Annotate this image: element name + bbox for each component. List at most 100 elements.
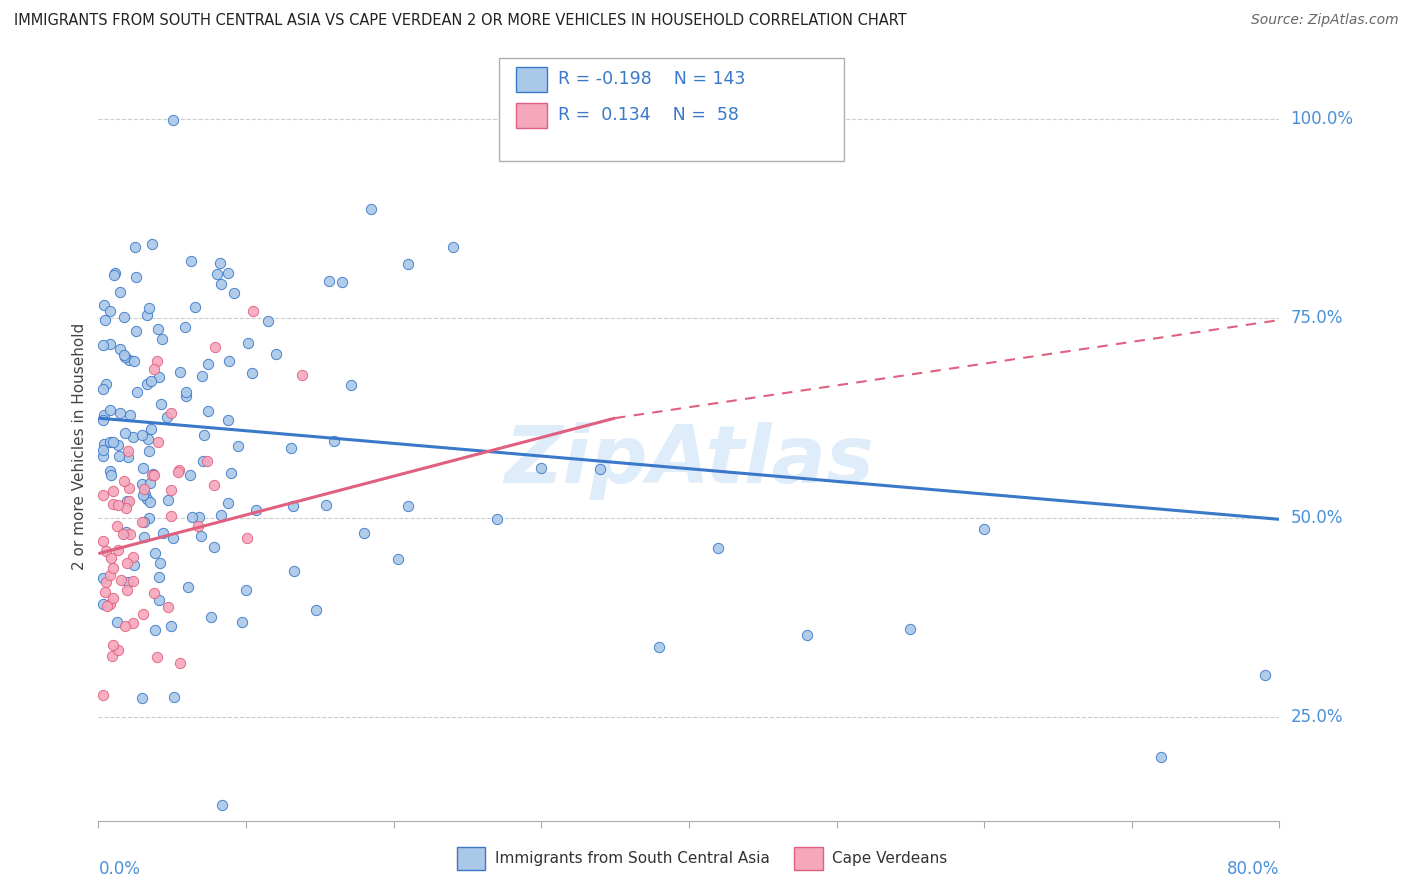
Point [108,406,131,420]
Point [200,610,222,624]
Point [111,527,134,541]
Point [142,586,165,600]
Text: 100.0%: 100.0% [1291,111,1354,128]
Point [160,483,183,497]
Point [91,597,114,611]
Point [91,338,114,352]
Point [208,256,231,270]
Point [94,585,117,599]
Point [174,320,197,334]
Point [100,598,122,612]
Text: ZipAtlas: ZipAtlas [503,422,875,500]
Point [114,350,136,364]
Point [235,582,257,597]
Point [245,503,267,517]
Point [441,240,464,254]
Point [117,494,139,508]
Point [117,574,139,589]
Point [100,467,122,482]
Point [143,467,166,482]
Point [142,467,165,481]
Point [146,353,169,368]
Point [125,325,148,339]
Point [162,113,184,128]
Point [190,529,212,543]
Point [197,357,219,371]
Point [132,488,155,502]
Point [101,434,124,449]
Point [174,389,197,403]
Point [114,500,136,515]
Point [132,531,155,545]
Point [900,622,922,636]
Point [101,560,124,574]
Point [190,368,212,383]
Point [191,454,214,468]
Point [94,544,117,558]
Point [101,638,124,652]
Text: R =  0.134    N =  58: R = 0.134 N = 58 [558,106,740,124]
Text: Immigrants from South Central Asia: Immigrants from South Central Asia [495,851,770,865]
Point [134,486,156,500]
Point [136,433,159,447]
Point [93,437,115,451]
Point [242,304,264,318]
Point [124,240,146,254]
Point [115,525,138,540]
Point [648,640,671,655]
Point [707,541,730,555]
Point [169,656,191,670]
Text: R = -0.198    N = 143: R = -0.198 N = 143 [558,70,745,88]
Point [160,619,183,633]
Point [150,397,173,411]
Point [114,426,136,441]
Point [134,482,156,496]
Point [107,498,129,512]
Point [98,464,121,478]
Point [96,574,118,589]
Point [118,353,141,368]
Point [217,413,239,427]
Point [148,322,170,336]
Point [108,449,131,463]
Text: 0.0%: 0.0% [98,860,141,878]
Point [180,510,202,524]
Point [353,526,375,541]
Point [98,435,121,450]
Point [91,382,114,396]
Point [179,468,201,483]
Point [93,297,115,311]
Point [91,534,114,549]
Text: Cape Verdeans: Cape Verdeans [832,851,948,865]
Point [360,202,382,217]
Point [114,619,136,633]
Text: 25.0%: 25.0% [1291,708,1343,726]
Point [107,643,129,657]
Point [131,477,153,491]
Point [138,444,160,458]
Point [197,403,219,417]
Point [135,377,157,392]
Point [112,310,135,324]
Point [108,285,131,299]
Text: 50.0%: 50.0% [1291,508,1343,527]
Point [118,493,141,508]
Point [195,453,218,467]
Text: 80.0%: 80.0% [1227,860,1279,878]
Point [283,499,305,513]
Point [112,474,135,488]
Point [148,570,170,584]
Point [98,336,121,351]
Point [187,509,209,524]
Point [91,442,114,457]
Point [162,531,184,545]
Point [264,347,287,361]
Point [100,303,122,318]
Point [1254,668,1277,682]
Point [211,797,233,812]
Point [184,300,207,314]
Point [156,410,179,425]
Point [93,488,115,502]
Point [315,498,337,512]
Point [148,593,170,607]
